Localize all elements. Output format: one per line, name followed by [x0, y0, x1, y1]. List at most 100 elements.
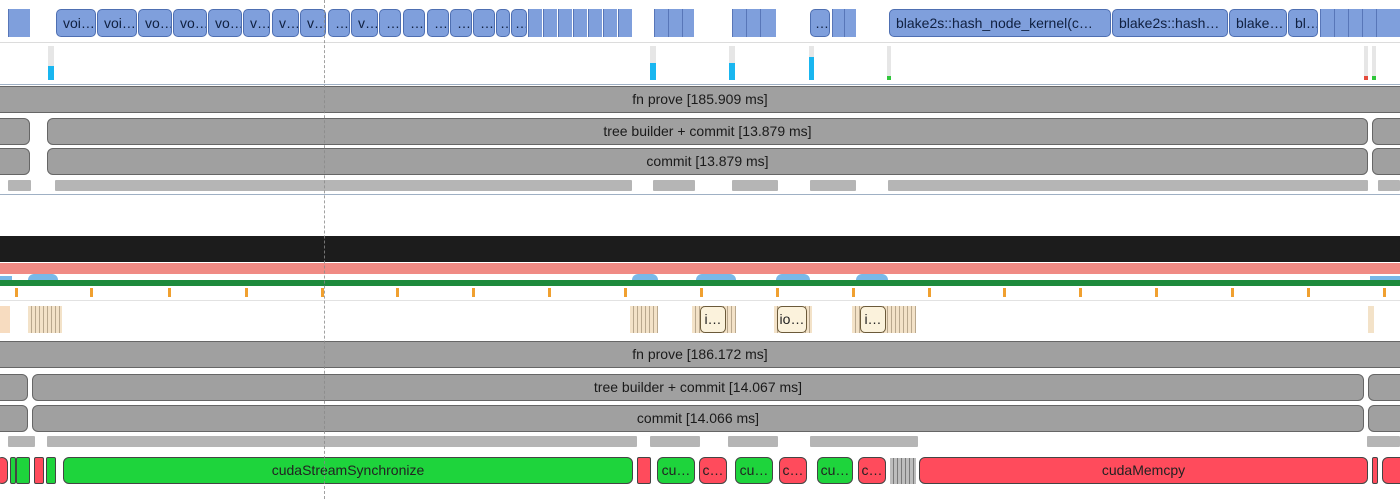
cuda-call[interactable]: c…: [699, 457, 727, 484]
cuda-call[interactable]: [10, 457, 16, 484]
slice-fn-prove[interactable]: fn prove [185.909 ms]: [0, 86, 1400, 113]
marker-tick[interactable]: [1155, 288, 1158, 297]
cuda-stream-synchronize[interactable]: cudaStreamSynchronize: [63, 457, 633, 484]
cuda-call[interactable]: cu…: [817, 457, 853, 484]
cuda-call[interactable]: c…: [858, 457, 886, 484]
slice-right-fragment[interactable]: [1372, 148, 1400, 175]
kernel-slice-hash-node[interactable]: blake2s::hash…: [1112, 9, 1228, 37]
cuda-call[interactable]: [34, 457, 44, 484]
kernel-slice[interactable]: voi…: [97, 9, 137, 37]
cuda-call[interactable]: [16, 457, 30, 484]
io-event[interactable]: i…: [860, 306, 886, 333]
child-slice[interactable]: [8, 436, 35, 447]
marker-tick[interactable]: [1383, 288, 1386, 297]
slice-left-fragment[interactable]: [0, 405, 28, 432]
kernel-slice[interactable]: [746, 9, 760, 37]
slice-right-fragment[interactable]: [1372, 118, 1400, 145]
kernel-slice[interactable]: [543, 9, 557, 37]
kernel-slice[interactable]: [1348, 9, 1362, 37]
slice-commit[interactable]: commit [13.879 ms]: [47, 148, 1368, 175]
cuda-call[interactable]: [1382, 457, 1400, 484]
child-slice[interactable]: [810, 180, 856, 191]
io-event[interactable]: i…: [700, 306, 726, 333]
marker-tick[interactable]: [1079, 288, 1082, 297]
cuda-memcpy[interactable]: cudaMemcpy: [919, 457, 1368, 484]
cuda-call[interactable]: [46, 457, 56, 484]
slice-left-fragment[interactable]: [0, 374, 28, 401]
kernel-slice[interactable]: [832, 9, 844, 37]
kernel-slice[interactable]: [668, 9, 682, 37]
child-slice[interactable]: [653, 180, 695, 191]
kernel-slice[interactable]: …: [379, 9, 401, 37]
child-slice[interactable]: [810, 436, 918, 447]
kernel-slice[interactable]: [573, 9, 587, 37]
marker-tick[interactable]: [548, 288, 551, 297]
kernel-slice[interactable]: [654, 9, 668, 37]
marker-tick[interactable]: [928, 288, 931, 297]
marker-tick[interactable]: [700, 288, 703, 297]
io-event[interactable]: io…: [777, 306, 807, 333]
kernel-slice[interactable]: [732, 9, 746, 37]
kernel-slice[interactable]: …: [403, 9, 425, 37]
kernel-slice[interactable]: [8, 9, 30, 37]
marker-tick[interactable]: [321, 288, 324, 297]
time-cursor-line[interactable]: [324, 0, 325, 499]
cuda-call[interactable]: cu…: [735, 457, 773, 484]
marker-tick[interactable]: [15, 288, 18, 297]
kernel-slice[interactable]: …: [496, 9, 510, 37]
marker-tick[interactable]: [1003, 288, 1006, 297]
marker-tick[interactable]: [852, 288, 855, 297]
kernel-slice[interactable]: [618, 9, 632, 37]
kernel-slice[interactable]: [558, 9, 572, 37]
kernel-slice[interactable]: v…: [243, 9, 270, 37]
cuda-call[interactable]: [637, 457, 651, 484]
kernel-slice[interactable]: [528, 9, 542, 37]
kernel-slice[interactable]: [682, 9, 694, 37]
kernel-slice[interactable]: v…: [272, 9, 299, 37]
kernel-slice[interactable]: [844, 9, 856, 37]
marker-tick[interactable]: [624, 288, 627, 297]
child-slice[interactable]: [728, 436, 778, 447]
slice-right-fragment[interactable]: [1368, 405, 1400, 432]
kernel-slice[interactable]: …: [810, 9, 830, 37]
slice-tree-builder-commit[interactable]: tree builder + commit [14.067 ms]: [32, 374, 1364, 401]
kernel-slice[interactable]: vo…: [138, 9, 172, 37]
kernel-slice[interactable]: [1320, 9, 1334, 37]
child-slice[interactable]: [1378, 180, 1400, 191]
marker-tick[interactable]: [1231, 288, 1234, 297]
cuda-call[interactable]: cu…: [657, 457, 695, 484]
kernel-slice[interactable]: vo…: [208, 9, 242, 37]
kernel-slice[interactable]: …: [511, 9, 527, 37]
child-slice[interactable]: [1367, 436, 1400, 447]
kernel-slice[interactable]: v…: [300, 9, 326, 37]
kernel-slice[interactable]: [1362, 9, 1376, 37]
child-slice[interactable]: [888, 180, 1368, 191]
slice-tree-builder-commit[interactable]: tree builder + commit [13.879 ms]: [47, 118, 1368, 145]
kernel-slice[interactable]: [603, 9, 617, 37]
kernel-slice[interactable]: [1376, 9, 1400, 37]
kernel-slice-hash-node[interactable]: blake2s::hash_node_kernel(c…: [889, 9, 1111, 37]
child-slice[interactable]: [55, 180, 632, 191]
kernel-slice[interactable]: [760, 9, 776, 37]
slice-left-fragment[interactable]: [0, 148, 30, 175]
child-slice[interactable]: [8, 180, 31, 191]
kernel-slice[interactable]: vo…: [173, 9, 207, 37]
kernel-slice-hash-node[interactable]: bl…: [1288, 9, 1318, 37]
marker-tick[interactable]: [776, 288, 779, 297]
kernel-slice[interactable]: …: [427, 9, 449, 37]
marker-tick[interactable]: [90, 288, 93, 297]
kernel-slice[interactable]: …: [328, 9, 350, 37]
marker-tick[interactable]: [1307, 288, 1310, 297]
slice-fn-prove[interactable]: fn prove [186.172 ms]: [0, 341, 1400, 368]
kernel-slice[interactable]: …: [473, 9, 495, 37]
child-slice[interactable]: [650, 436, 700, 447]
child-slice[interactable]: [732, 180, 778, 191]
kernel-slice[interactable]: v…: [351, 9, 378, 37]
slice-left-fragment[interactable]: [0, 118, 30, 145]
marker-tick[interactable]: [472, 288, 475, 297]
kernel-slice-hash-node[interactable]: blake…: [1229, 9, 1287, 37]
kernel-slice[interactable]: [588, 9, 602, 37]
kernel-slice[interactable]: …: [450, 9, 472, 37]
marker-tick[interactable]: [245, 288, 248, 297]
child-slice[interactable]: [47, 436, 637, 447]
